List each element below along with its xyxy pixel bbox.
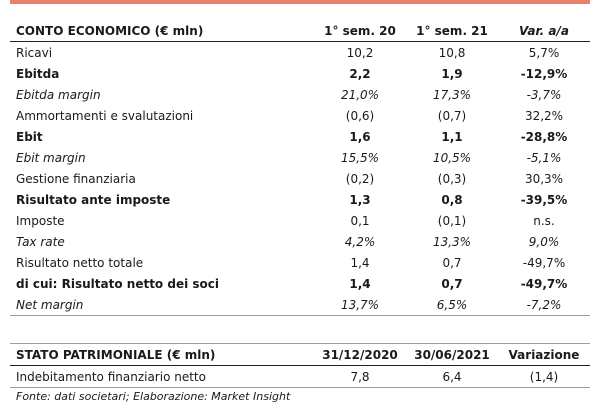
value-h1-2021: (0,3) bbox=[437, 171, 467, 186]
value-yoy: n.s. bbox=[533, 213, 555, 228]
value-h1-2020: 21,0% bbox=[340, 87, 380, 102]
row-label: Risultato netto totale bbox=[16, 255, 144, 270]
value-h1-2020: 1,4 bbox=[350, 255, 370, 270]
value-h1-2021: 10,8 bbox=[438, 45, 466, 60]
value-h1-2021: 10,5% bbox=[432, 150, 472, 165]
row-label: Ebit margin bbox=[16, 150, 86, 165]
row-label: Tax rate bbox=[16, 234, 65, 249]
balance-sheet-table: STATO PATRIMONIALE (€ mln) 31/12/2020 30… bbox=[10, 343, 590, 388]
table-row: di cui: Risultato netto dei soci 1,4 0,7… bbox=[10, 273, 590, 294]
value-h1-2021: 0,7 bbox=[442, 255, 462, 270]
table-row: Ammortamenti e svalutazioni (0,6) (0,7) … bbox=[10, 105, 590, 126]
value-yoy: 9,0% bbox=[528, 234, 560, 249]
value-h1-2021: 13,3% bbox=[432, 234, 472, 249]
table-row: Ebitda margin 21,0% 17,3% -3,7% bbox=[10, 84, 590, 105]
table-row: Ebit 1,6 1,1 -28,8% bbox=[10, 126, 590, 147]
value-h1-2020: 1,3 bbox=[349, 192, 371, 207]
column-header-2021-06-30: 30/06/2021 bbox=[406, 343, 498, 366]
row-label: Ammortamenti e svalutazioni bbox=[16, 108, 194, 123]
value-h1-2020: (0,2) bbox=[345, 171, 375, 186]
table-row: Imposte 0,1 (0,1) n.s. bbox=[10, 210, 590, 231]
row-label: Gestione finanziaria bbox=[16, 171, 136, 186]
value-h1-2021: 0,8 bbox=[441, 192, 463, 207]
value-h1-2020: 13,7% bbox=[314, 294, 406, 316]
value-h1-2020: 10,2 bbox=[346, 45, 374, 60]
value-h1-2020: 1,4 bbox=[349, 276, 371, 291]
table-header-row: STATO PATRIMONIALE (€ mln) 31/12/2020 30… bbox=[10, 343, 590, 366]
value-h1-2021: 1,1 bbox=[441, 129, 463, 144]
column-header-change: Variazione bbox=[498, 343, 590, 366]
row-label: Indebitamento finanziario netto bbox=[10, 365, 314, 388]
table-row: Risultato netto totale 1,4 0,7 -49,7% bbox=[10, 252, 590, 273]
income-table-title: CONTO ECONOMICO (€ mln) bbox=[10, 20, 314, 42]
value-yoy: 32,2% bbox=[524, 108, 564, 123]
value-yoy: -12,9% bbox=[520, 66, 568, 81]
value-h1-2020: 1,6 bbox=[349, 129, 371, 144]
row-label: Net margin bbox=[10, 294, 314, 316]
value-h1-2020: 15,5% bbox=[340, 150, 380, 165]
value-yoy: -5,1% bbox=[526, 150, 562, 165]
value-yoy: 30,3% bbox=[524, 171, 564, 186]
row-label: di cui: Risultato netto dei soci bbox=[16, 276, 219, 291]
table-header-row: CONTO ECONOMICO (€ mln) 1° sem. 20 1° se… bbox=[10, 20, 590, 42]
row-label: Ebitda bbox=[16, 66, 60, 81]
source-note: Fonte: dati societari; Elaborazione: Mar… bbox=[16, 390, 291, 403]
table-row: Ricavi 10,2 10,8 5,7% bbox=[10, 42, 590, 64]
value-h1-2021: 1,9 bbox=[441, 66, 463, 81]
value-h1-2021: (0,1) bbox=[437, 213, 467, 228]
top-accent-bar bbox=[10, 0, 590, 4]
balance-table-title: STATO PATRIMONIALE (€ mln) bbox=[10, 343, 314, 366]
value-h1-2020: (0,6) bbox=[345, 108, 375, 123]
income-statement-table: CONTO ECONOMICO (€ mln) 1° sem. 20 1° se… bbox=[10, 20, 590, 316]
value-h1-2020: 2,2 bbox=[349, 66, 371, 81]
value-h1-2021: 6,5% bbox=[406, 294, 498, 316]
row-label: Ricavi bbox=[16, 45, 53, 60]
value-h1-2020: 4,2% bbox=[344, 234, 376, 249]
value-yoy: -3,7% bbox=[526, 87, 562, 102]
value-h1-2020: 0,1 bbox=[350, 213, 370, 228]
table-row: Indebitamento finanziario netto 7,8 6,4 … bbox=[10, 365, 590, 388]
table-row: Net margin 13,7% 6,5% -7,2% bbox=[10, 294, 590, 316]
value-yoy: -49,7% bbox=[520, 276, 568, 291]
value-yoy: -28,8% bbox=[520, 129, 568, 144]
row-label: Ebitda margin bbox=[16, 87, 101, 102]
value-yoy: -49,7% bbox=[522, 255, 566, 270]
table-row: Risultato ante imposte 1,3 0,8 -39,5% bbox=[10, 189, 590, 210]
value-h1-2021: 17,3% bbox=[432, 87, 472, 102]
column-header-2020-12-31: 31/12/2020 bbox=[314, 343, 406, 366]
table-row: Tax rate 4,2% 13,3% 9,0% bbox=[10, 231, 590, 252]
table-row: Ebitda 2,2 1,9 -12,9% bbox=[10, 63, 590, 84]
row-label: Imposte bbox=[16, 213, 65, 228]
value-yoy: -39,5% bbox=[520, 192, 568, 207]
row-label: Ebit bbox=[16, 129, 43, 144]
value-yoy: 5,7% bbox=[528, 45, 560, 60]
value-2021-06-30: 6,4 bbox=[406, 365, 498, 388]
column-header-h1-2020: 1° sem. 20 bbox=[314, 20, 406, 42]
table-row: Gestione finanziaria (0,2) (0,3) 30,3% bbox=[10, 168, 590, 189]
column-header-yoy: Var. a/a bbox=[498, 20, 590, 42]
value-2020-12-31: 7,8 bbox=[314, 365, 406, 388]
value-change: (1,4) bbox=[498, 365, 590, 388]
value-yoy: -7,2% bbox=[498, 294, 590, 316]
value-h1-2021: (0,7) bbox=[437, 108, 467, 123]
column-header-h1-2021: 1° sem. 21 bbox=[406, 20, 498, 42]
value-h1-2021: 0,7 bbox=[441, 276, 463, 291]
table-row: Ebit margin 15,5% 10,5% -5,1% bbox=[10, 147, 590, 168]
row-label: Risultato ante imposte bbox=[16, 192, 171, 207]
